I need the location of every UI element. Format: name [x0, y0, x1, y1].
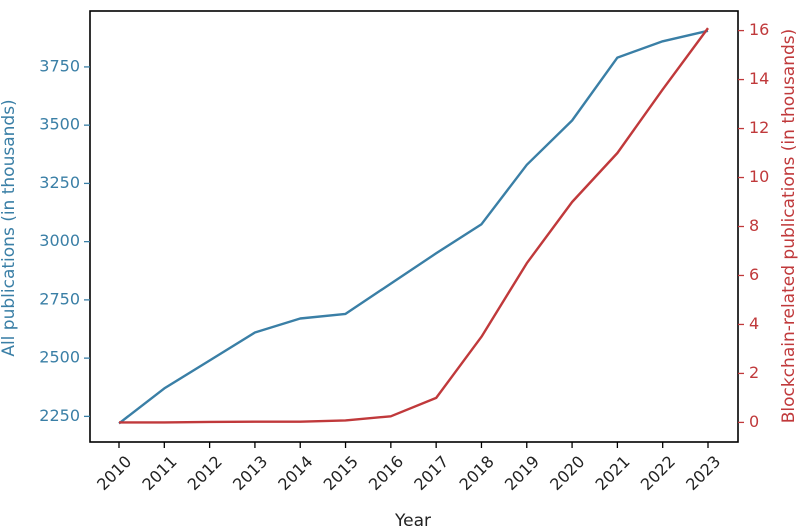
left-tick-label: 3250 [39, 173, 80, 192]
right-tick-label: 10 [749, 167, 769, 186]
right-tick-label: 8 [749, 216, 759, 235]
x-tick-label: 2012 [184, 452, 226, 494]
x-tick-label: 2022 [637, 452, 679, 494]
x-tick-label: 2020 [546, 452, 588, 494]
left-axis-title: All publications (in thousands) [0, 99, 19, 356]
x-tick-label: 2013 [229, 452, 271, 494]
chart-marks [118, 27, 709, 425]
left-tick-label: 3000 [39, 231, 80, 250]
right-tick-label: 6 [749, 265, 759, 284]
x-tick-label: 2014 [274, 452, 316, 494]
x-tick-label: 2017 [410, 452, 452, 494]
right-tick-label: 0 [749, 412, 759, 431]
right-tick-label: 2 [749, 363, 759, 382]
x-tick-label: 2021 [591, 452, 633, 494]
right-tick-label: 4 [749, 314, 759, 333]
plot-frame [89, 10, 739, 443]
x-tick-label: 2018 [456, 452, 498, 494]
right-tick-label: 16 [749, 20, 769, 39]
right-axis-ticks: 0 2 4 6 8 10 12 14 16 [738, 20, 769, 431]
x-tick-label: 2011 [138, 452, 180, 494]
x-tick-label: 2010 [93, 452, 135, 494]
right-tick-label: 12 [749, 118, 769, 137]
left-tick-label: 2250 [39, 406, 80, 425]
x-tick-label: 2019 [501, 452, 543, 494]
series-line-1-left [118, 29, 709, 425]
left-tick-label: 2750 [39, 289, 80, 308]
left-tick-label: 3750 [39, 56, 80, 75]
x-axis-title: Year [394, 511, 431, 530]
left-tick-label: 3500 [39, 115, 80, 134]
left-axis-ticks: 2250 2500 2750 3000 3250 3500 3750 [39, 56, 90, 425]
left-tick-label: 2500 [39, 348, 80, 367]
right-tick-label: 14 [749, 69, 769, 88]
x-tick-label: 2016 [365, 452, 407, 494]
x-axis-ticks: 2010 2011 2012 2013 2014 2015 2016 2017 2018 2019… [93, 442, 724, 494]
x-tick-label: 2023 [682, 452, 724, 494]
x-tick-label: 2015 [320, 452, 362, 494]
right-axis-title: Blockchain-related publications (in thou… [779, 29, 799, 424]
series-line-2-right [119, 27, 709, 424]
